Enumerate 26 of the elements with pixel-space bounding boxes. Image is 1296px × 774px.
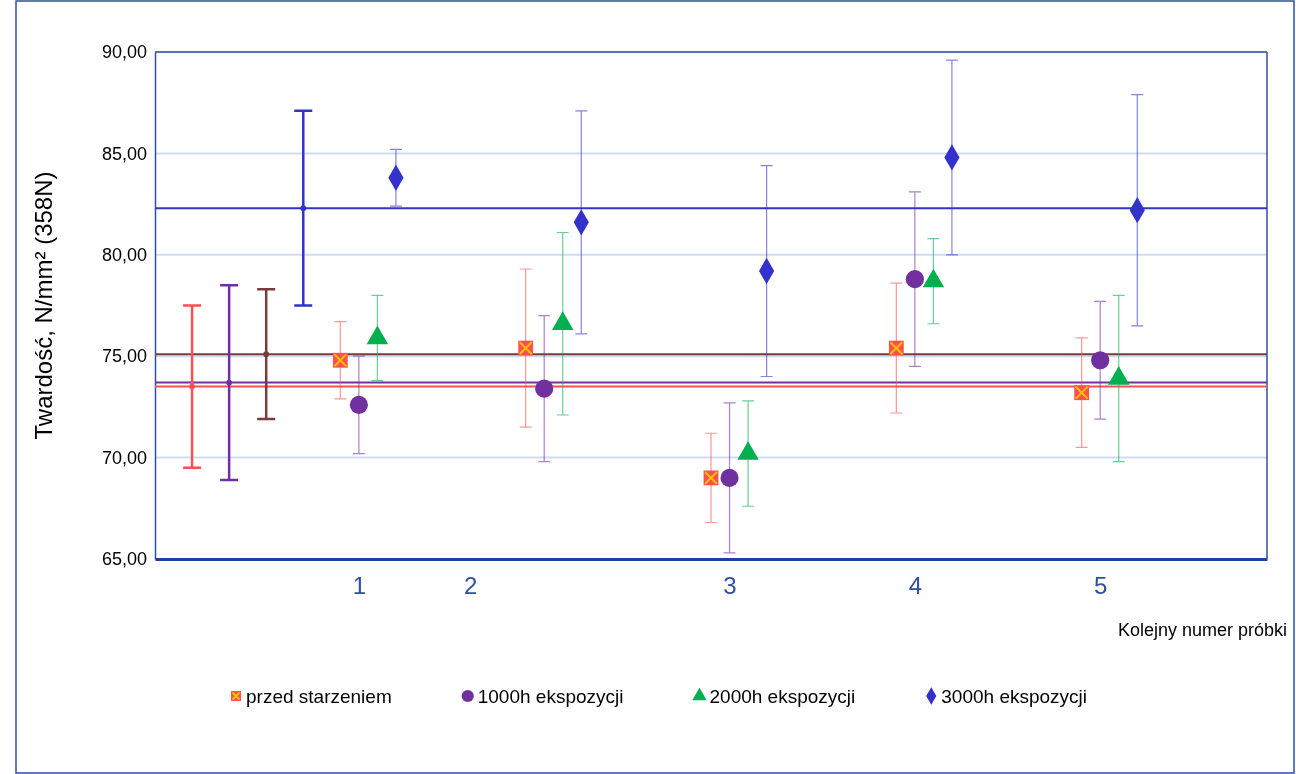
y-tick-label: 85,00	[101, 143, 147, 164]
point	[905, 270, 924, 289]
x-axis-title: Kolejny numer próbki	[1117, 620, 1287, 640]
y-tick-label: 90,00	[101, 42, 147, 63]
legend-label: 2000h ekspozycji	[709, 686, 856, 707]
x-tick-label: 4	[908, 572, 923, 600]
point	[226, 379, 233, 386]
legend-label: 3000h ekspozycji	[941, 686, 1088, 707]
x-tick-label: 5	[1094, 572, 1108, 600]
point	[1091, 351, 1110, 370]
y-tick-label: 70,00	[101, 447, 147, 468]
point	[263, 351, 270, 358]
x-tick-label: 1	[352, 572, 367, 600]
y-axis-title: Twardość, N/mm² (358N)	[30, 171, 57, 440]
y-tick-label: 65,00	[101, 549, 147, 570]
point	[300, 205, 307, 212]
y-tick-label: 75,00	[101, 346, 147, 367]
point	[720, 468, 739, 487]
y-tick-label: 80,00	[101, 245, 147, 266]
point	[349, 395, 368, 414]
point	[189, 383, 195, 390]
legend-label: 1000h ekspozycji	[477, 686, 624, 707]
x-tick-label: 2	[463, 572, 478, 600]
legend-label: przed starzeniem	[246, 686, 392, 707]
x-tick-label: 3	[723, 572, 737, 600]
point	[535, 379, 554, 398]
